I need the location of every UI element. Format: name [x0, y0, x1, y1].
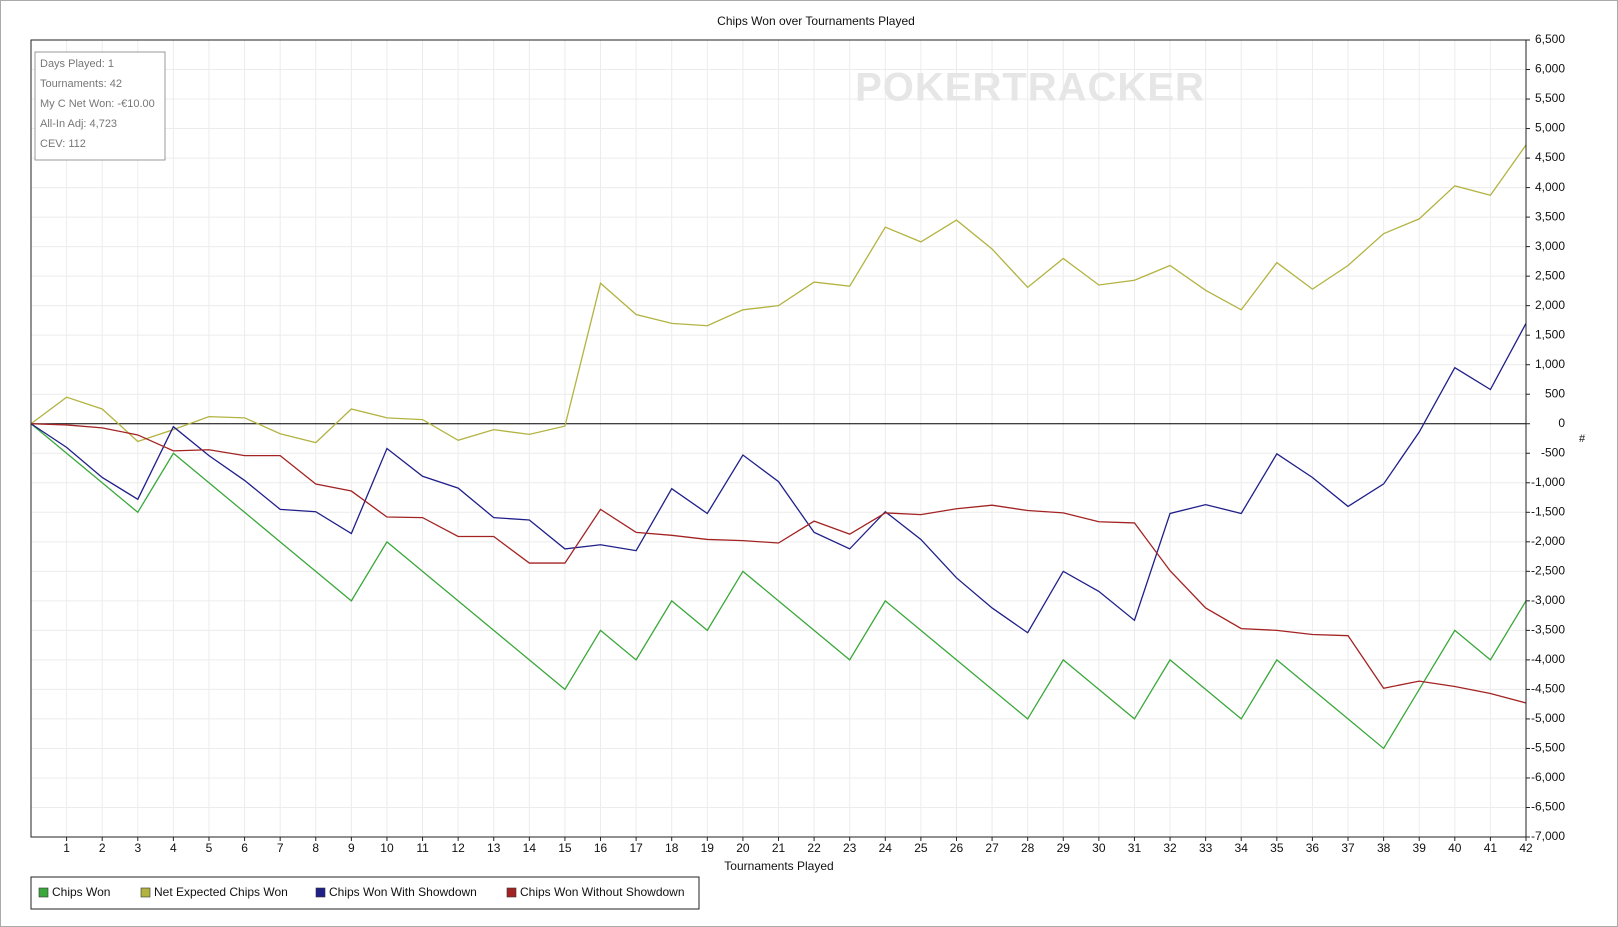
y-tick-label: -4,500 — [1531, 682, 1565, 696]
stat-line: My C Net Won: -€10.00 — [40, 98, 155, 110]
y-tick-label: -7,000 — [1531, 829, 1565, 843]
x-tick-label: 1 — [63, 841, 70, 855]
x-tick-label: 29 — [1057, 841, 1071, 855]
legend-swatch — [506, 887, 517, 898]
x-tick-label: 28 — [1021, 841, 1035, 855]
stat-line: Tournaments: 42 — [40, 78, 122, 90]
stat-line: CEV: 112 — [40, 138, 86, 150]
x-tick-label: 8 — [312, 841, 319, 855]
x-tick-label: 32 — [1163, 841, 1177, 855]
y-tick-label: -2,000 — [1531, 534, 1565, 548]
x-tick-label: 31 — [1128, 841, 1142, 855]
x-tick-label: 6 — [241, 841, 248, 855]
y-tick-label: 4,000 — [1535, 180, 1565, 194]
watermark: POKERTRACKER — [855, 66, 1205, 110]
x-tick-label: 40 — [1448, 841, 1462, 855]
x-tick-label: 35 — [1270, 841, 1284, 855]
y-tick-label: 2,500 — [1535, 268, 1565, 282]
y-tick-label: 5,000 — [1535, 121, 1565, 135]
y-tick-label: 1,000 — [1535, 357, 1565, 371]
legend-box — [30, 876, 700, 910]
x-tick-label: 13 — [487, 841, 501, 855]
x-tick-label: 25 — [914, 841, 928, 855]
x-tick-label: 39 — [1413, 841, 1427, 855]
series-line — [30, 144, 1527, 444]
series-line — [30, 423, 1527, 750]
x-tick-label: 37 — [1341, 841, 1355, 855]
x-tick-label: 20 — [736, 841, 750, 855]
stat-line: All-In Adj: 4,723 — [40, 118, 117, 130]
x-tick-label: 42 — [1519, 841, 1533, 855]
x-tick-label: 21 — [772, 841, 786, 855]
y-tick-label: 6,000 — [1535, 62, 1565, 76]
chart-title: Chips Won over Tournaments Played — [717, 14, 915, 28]
y-axis-label: # — [1579, 433, 1586, 445]
x-axis-label: Tournaments Played — [724, 859, 833, 873]
x-tick-label: 34 — [1235, 841, 1249, 855]
x-tick-label: 41 — [1484, 841, 1498, 855]
y-tick-label: -3,000 — [1531, 593, 1565, 607]
y-tick-label: 3,500 — [1535, 209, 1565, 223]
y-tick-label: -4,000 — [1531, 652, 1565, 666]
x-tick-label: 23 — [843, 841, 857, 855]
x-tick-label: 9 — [348, 841, 355, 855]
lines — [30, 144, 1527, 750]
x-tick-label: 18 — [665, 841, 679, 855]
y-tick-label: -6,000 — [1531, 770, 1565, 784]
series-line — [30, 323, 1527, 634]
stats-box — [34, 51, 166, 161]
y-tick-label: 1,500 — [1535, 327, 1565, 341]
legend-swatch — [38, 887, 49, 898]
x-tick-label: 16 — [594, 841, 608, 855]
y-tick-label: 0 — [1558, 416, 1565, 430]
y-tick-label: -3,500 — [1531, 623, 1565, 637]
x-tick-label: 17 — [629, 841, 643, 855]
x-tick-label: 12 — [451, 841, 465, 855]
legend-label: Chips Won Without Showdown — [520, 885, 685, 899]
y-tick-label: 4,500 — [1535, 150, 1565, 164]
y-tick-label: -5,000 — [1531, 711, 1565, 725]
legend-label: Chips Won — [52, 885, 110, 899]
x-tick-label: 19 — [701, 841, 715, 855]
y-tick-label: 6,500 — [1535, 32, 1565, 46]
x-tick-label: 2 — [99, 841, 106, 855]
y-tick-label: 2,000 — [1535, 298, 1565, 312]
y-tick-label: -5,500 — [1531, 741, 1565, 755]
x-tick-label: 15 — [558, 841, 572, 855]
y-tick-label: 5,500 — [1535, 91, 1565, 105]
x-tick-label: 7 — [277, 841, 284, 855]
x-tick-label: 36 — [1306, 841, 1320, 855]
x-tick-label: 30 — [1092, 841, 1106, 855]
x-tick-label: 11 — [416, 841, 429, 855]
x-tick-label: 5 — [206, 841, 213, 855]
stats: Days Played: 1 Tournaments: 42 My C Net Wo… — [40, 58, 155, 150]
y-tick-label: -2,500 — [1531, 564, 1565, 578]
x-tick-label: 26 — [950, 841, 964, 855]
y-tick-label: -6,500 — [1531, 800, 1565, 814]
x-tick-label: 14 — [523, 841, 537, 855]
legend-swatch — [140, 887, 151, 898]
x-tick-label: 22 — [807, 841, 821, 855]
y-tick-label: 500 — [1545, 386, 1565, 400]
y-tick-label: -1,500 — [1531, 504, 1565, 518]
x-tick-label: 10 — [380, 841, 394, 855]
x-tick-label: 3 — [134, 841, 141, 855]
stat-line: Days Played: 1 — [40, 58, 114, 70]
y-tick-label: 3,000 — [1535, 239, 1565, 253]
legend-swatch — [315, 887, 326, 898]
series-line — [30, 423, 1527, 704]
x-tick-label: 33 — [1199, 841, 1213, 855]
y-tick-label: -1,000 — [1531, 475, 1565, 489]
x-tick-label: 27 — [985, 841, 999, 855]
y-tick-label: -500 — [1541, 445, 1565, 459]
x-tick-label: 38 — [1377, 841, 1391, 855]
x-tick-label: 4 — [170, 841, 177, 855]
legend-label: Net Expected Chips Won — [154, 885, 288, 899]
x-tick-label: 24 — [879, 841, 893, 855]
legend-label: Chips Won With Showdown — [329, 885, 477, 899]
